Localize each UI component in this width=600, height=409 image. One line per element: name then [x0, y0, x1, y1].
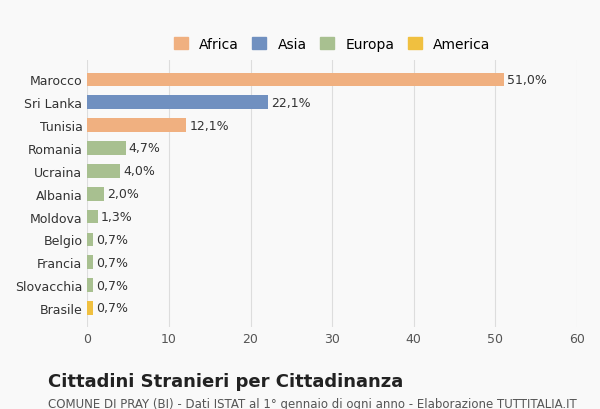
Text: 4,7%: 4,7%	[129, 142, 161, 155]
Text: 0,7%: 0,7%	[96, 279, 128, 292]
Text: 4,0%: 4,0%	[123, 165, 155, 178]
Text: 0,7%: 0,7%	[96, 302, 128, 315]
Text: 2,0%: 2,0%	[107, 188, 139, 201]
Bar	[87, 210, 98, 224]
Legend: Africa, Asia, Europa, America: Africa, Asia, Europa, America	[169, 34, 495, 56]
Bar	[87, 96, 268, 110]
Text: 0,7%: 0,7%	[96, 233, 128, 246]
Text: 12,1%: 12,1%	[189, 119, 229, 132]
Text: COMUNE DI PRAY (BI) - Dati ISTAT al 1° gennaio di ogni anno - Elaborazione TUTTI: COMUNE DI PRAY (BI) - Dati ISTAT al 1° g…	[48, 397, 577, 409]
Bar	[87, 119, 186, 133]
Bar	[87, 142, 125, 155]
Text: 22,1%: 22,1%	[271, 97, 311, 110]
Bar	[87, 279, 93, 292]
Bar	[87, 256, 93, 270]
Bar	[87, 164, 120, 178]
Text: 51,0%: 51,0%	[507, 74, 547, 87]
Bar	[87, 233, 93, 247]
Bar	[87, 73, 503, 87]
Bar	[87, 187, 104, 201]
Text: 0,7%: 0,7%	[96, 256, 128, 269]
Bar	[87, 301, 93, 315]
Text: 1,3%: 1,3%	[101, 211, 133, 223]
Text: Cittadini Stranieri per Cittadinanza: Cittadini Stranieri per Cittadinanza	[48, 372, 403, 390]
